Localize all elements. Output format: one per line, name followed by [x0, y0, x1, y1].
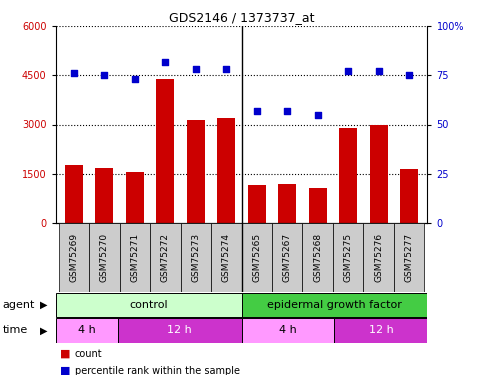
Text: GSM75267: GSM75267 — [283, 233, 292, 282]
Point — [375, 69, 383, 75]
Point — [344, 69, 352, 75]
Bar — [89, 223, 120, 292]
Bar — [65, 165, 83, 223]
Text: GSM75270: GSM75270 — [100, 233, 109, 282]
Text: GSM75273: GSM75273 — [191, 233, 200, 282]
Bar — [363, 223, 394, 292]
Text: epidermal growth factor: epidermal growth factor — [267, 300, 402, 310]
Bar — [242, 292, 427, 317]
Text: GSM75271: GSM75271 — [130, 233, 139, 282]
Point — [100, 72, 108, 78]
Point — [253, 108, 261, 114]
Text: GSM75269: GSM75269 — [70, 233, 78, 282]
Text: 12 h: 12 h — [167, 326, 192, 335]
Point — [161, 58, 169, 64]
Text: GSM75275: GSM75275 — [344, 233, 353, 282]
Text: ▶: ▶ — [40, 300, 47, 310]
Bar — [242, 318, 334, 343]
Text: GSM75265: GSM75265 — [252, 233, 261, 282]
Bar — [302, 223, 333, 292]
Bar — [117, 318, 242, 343]
Bar — [334, 318, 427, 343]
Text: count: count — [75, 349, 102, 359]
Bar — [248, 185, 266, 223]
Bar — [181, 223, 211, 292]
Bar — [278, 184, 297, 223]
Text: ▶: ▶ — [40, 326, 47, 335]
Point — [284, 108, 291, 114]
Bar — [186, 120, 205, 223]
Bar — [211, 223, 242, 292]
Bar — [126, 172, 144, 223]
Text: 12 h: 12 h — [369, 326, 393, 335]
Point — [192, 66, 199, 72]
Text: GSM75276: GSM75276 — [374, 233, 383, 282]
Text: GSM75274: GSM75274 — [222, 233, 231, 282]
Title: GDS2146 / 1373737_at: GDS2146 / 1373737_at — [169, 11, 314, 24]
Bar — [120, 223, 150, 292]
Text: GSM75272: GSM75272 — [161, 233, 170, 282]
Text: time: time — [2, 326, 28, 335]
Bar — [309, 188, 327, 223]
Bar — [58, 223, 89, 292]
Bar — [400, 169, 418, 223]
Bar — [217, 118, 235, 223]
Bar — [369, 124, 388, 223]
Bar — [156, 79, 174, 223]
Point — [131, 76, 139, 82]
Bar — [95, 168, 114, 223]
Text: agent: agent — [2, 300, 35, 310]
Text: 4 h: 4 h — [78, 326, 96, 335]
Text: ■: ■ — [60, 349, 71, 359]
Bar — [242, 223, 272, 292]
Bar — [394, 223, 425, 292]
Bar — [272, 223, 302, 292]
Point — [70, 70, 78, 76]
Bar — [339, 128, 357, 223]
Text: GSM75268: GSM75268 — [313, 233, 322, 282]
Text: control: control — [129, 300, 168, 310]
Bar — [56, 292, 242, 317]
Bar — [56, 318, 117, 343]
Point — [405, 72, 413, 78]
Text: percentile rank within the sample: percentile rank within the sample — [75, 366, 240, 375]
Text: 4 h: 4 h — [279, 326, 297, 335]
Point — [222, 66, 230, 72]
Bar — [333, 223, 363, 292]
Bar — [150, 223, 181, 292]
Text: ■: ■ — [60, 366, 71, 375]
Text: GSM75277: GSM75277 — [405, 233, 413, 282]
Point — [314, 112, 322, 118]
